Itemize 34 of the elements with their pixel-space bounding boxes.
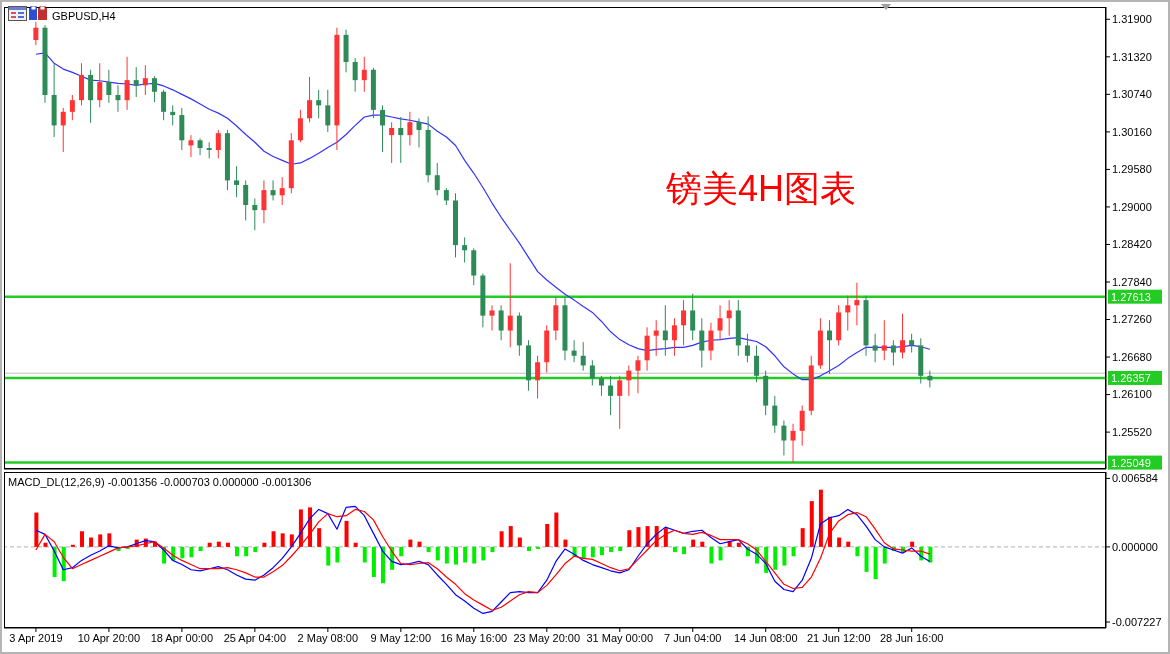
y-tick-label: 1.27260 (1112, 313, 1152, 326)
y-tick-label: 1.30160 (1112, 125, 1152, 138)
ref-line-label: 1.27613 (1111, 290, 1151, 303)
chart-title: GBPUSD,H4 (52, 10, 116, 23)
x-tick-label: 18 Apr 00:00 (150, 631, 214, 644)
x-tick-label: 21 Jun 12:00 (806, 631, 871, 644)
y-tick-label: 1.26100 (1112, 388, 1152, 401)
y-tick-label: 0.000000 (1112, 540, 1158, 553)
x-tick-label: 14 Jun 08:00 (733, 631, 798, 644)
x-tick-label: 31 May 00:00 (586, 631, 654, 644)
x-tick-label: 28 Jun 16:00 (879, 631, 944, 644)
x-tick-label: 16 May 16:00 (440, 631, 508, 644)
ref-line-label: 1.25049 (1111, 456, 1151, 469)
x-tick-label: 3 Apr 2019 (9, 631, 63, 644)
x-tick-label: 7 Jun 04:00 (664, 631, 722, 644)
y-tick-label: 1.29000 (1112, 200, 1152, 213)
y-tick-label: 1.25520 (1112, 426, 1152, 439)
y-tick-label: 1.30740 (1112, 88, 1152, 101)
annotation: 镑美4H图表 (666, 168, 857, 210)
chart-title: MACD_DL(12,26,9) -0.001356 -0.000703 0.000000 -0.001306 (8, 476, 312, 489)
y-tick-label: 0.006584 (1112, 472, 1158, 485)
y-tick-label: -0.007227 (1112, 615, 1162, 628)
y-tick-label: 1.27840 (1112, 275, 1152, 288)
y-tick-label: 1.26680 (1112, 350, 1152, 363)
x-tick-label: 25 Apr 04:00 (223, 631, 287, 644)
y-tick-label: 1.31320 (1112, 50, 1152, 63)
x-tick-label: 10 Apr 20:00 (77, 631, 141, 644)
y-tick-label: 1.28420 (1112, 238, 1152, 251)
x-tick-label: 23 May 20:00 (513, 631, 581, 644)
x-tick-label: 2 May 08:00 (297, 631, 359, 644)
ref-line-label: 1.26357 (1111, 371, 1151, 384)
y-tick-label: 1.31900 (1112, 13, 1152, 26)
y-tick-label: 1.29580 (1112, 163, 1152, 176)
x-tick-label: 9 May 12:00 (370, 631, 432, 644)
